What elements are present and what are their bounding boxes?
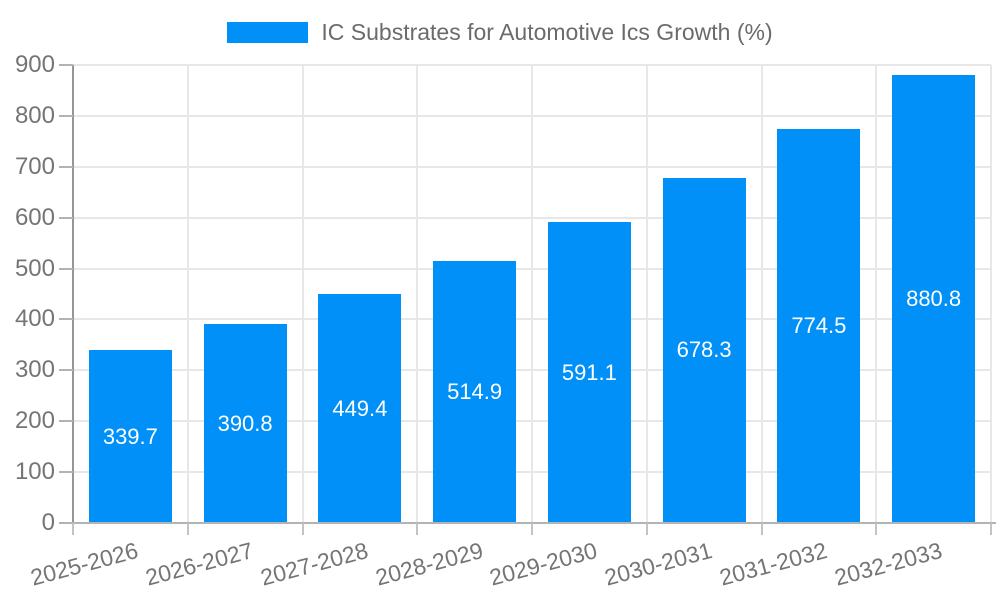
gridline [875,65,878,523]
x-axis-tick [875,523,878,535]
bar-value-label: 774.5 [791,312,847,338]
y-axis-line [72,65,74,535]
y-axis-tick [59,216,73,219]
chart-title: IC Substrates for Automotive Ics Growth … [321,19,773,45]
bar-value-label: 880.8 [906,285,962,311]
bar: 514.9 [433,260,517,523]
y-axis-tick-label: 0 [41,509,55,536]
y-axis-tick [59,369,73,372]
bar-value-label: 514.9 [447,378,503,404]
bar-value-label: 339.7 [102,423,158,449]
x-axis-tick [72,523,74,535]
x-axis-tick [301,523,304,535]
x-axis-tick [990,523,992,535]
bar: 449.4 [318,294,402,523]
y-axis-tick-label: 800 [14,101,55,129]
gridline [186,65,189,523]
y-axis-tick-label: 200 [14,407,55,435]
y-axis-tick-label: 700 [14,152,55,180]
y-axis-tick-label: 600 [14,203,55,231]
y-axis-tick-label: 500 [14,254,55,282]
bar-value-label: 678.3 [676,337,732,363]
x-axis-tick [531,523,533,535]
gridline [531,65,533,523]
y-axis-tick-label: 300 [14,356,55,384]
bar: 339.7 [88,350,172,523]
gridline [416,65,419,523]
legend-swatch [227,22,309,43]
x-axis-tick [760,523,763,535]
bar: 591.1 [547,222,631,523]
y-axis-tick [59,267,73,270]
bar: 390.8 [203,324,287,523]
bar: 678.3 [662,177,746,523]
gridline [990,65,992,523]
x-axis-tick [416,523,419,535]
x-axis-tick [186,523,189,535]
bar-value-label: 449.4 [332,395,388,421]
y-axis-tick [59,165,73,168]
y-axis-tick [59,522,73,524]
bar-value-label: 390.8 [217,410,273,436]
bar: 774.5 [777,128,861,523]
y-axis-tick-label: 900 [14,51,55,78]
y-axis-tick-label: 400 [14,305,55,333]
plot-area: 339.7 390.8 449.4 514.9 591.1 678.3 774.5 880.8 [73,64,992,523]
y-axis-tick [59,471,73,474]
y-axis-tick [59,64,73,66]
gridline [301,65,304,523]
gridline [760,65,763,523]
y-axis-tick-label: 100 [14,458,55,486]
bar-value-label: 591.1 [561,359,617,385]
chart-legend: IC Substrates for Automotive Ics Growth … [0,19,1000,46]
y-axis-tick [59,114,73,117]
bar: 880.8 [892,74,976,523]
gridline [645,65,648,523]
x-axis-tick [645,523,648,535]
x-axis-line [59,522,996,524]
y-axis-tick [59,420,73,423]
y-axis-tick [59,318,73,321]
